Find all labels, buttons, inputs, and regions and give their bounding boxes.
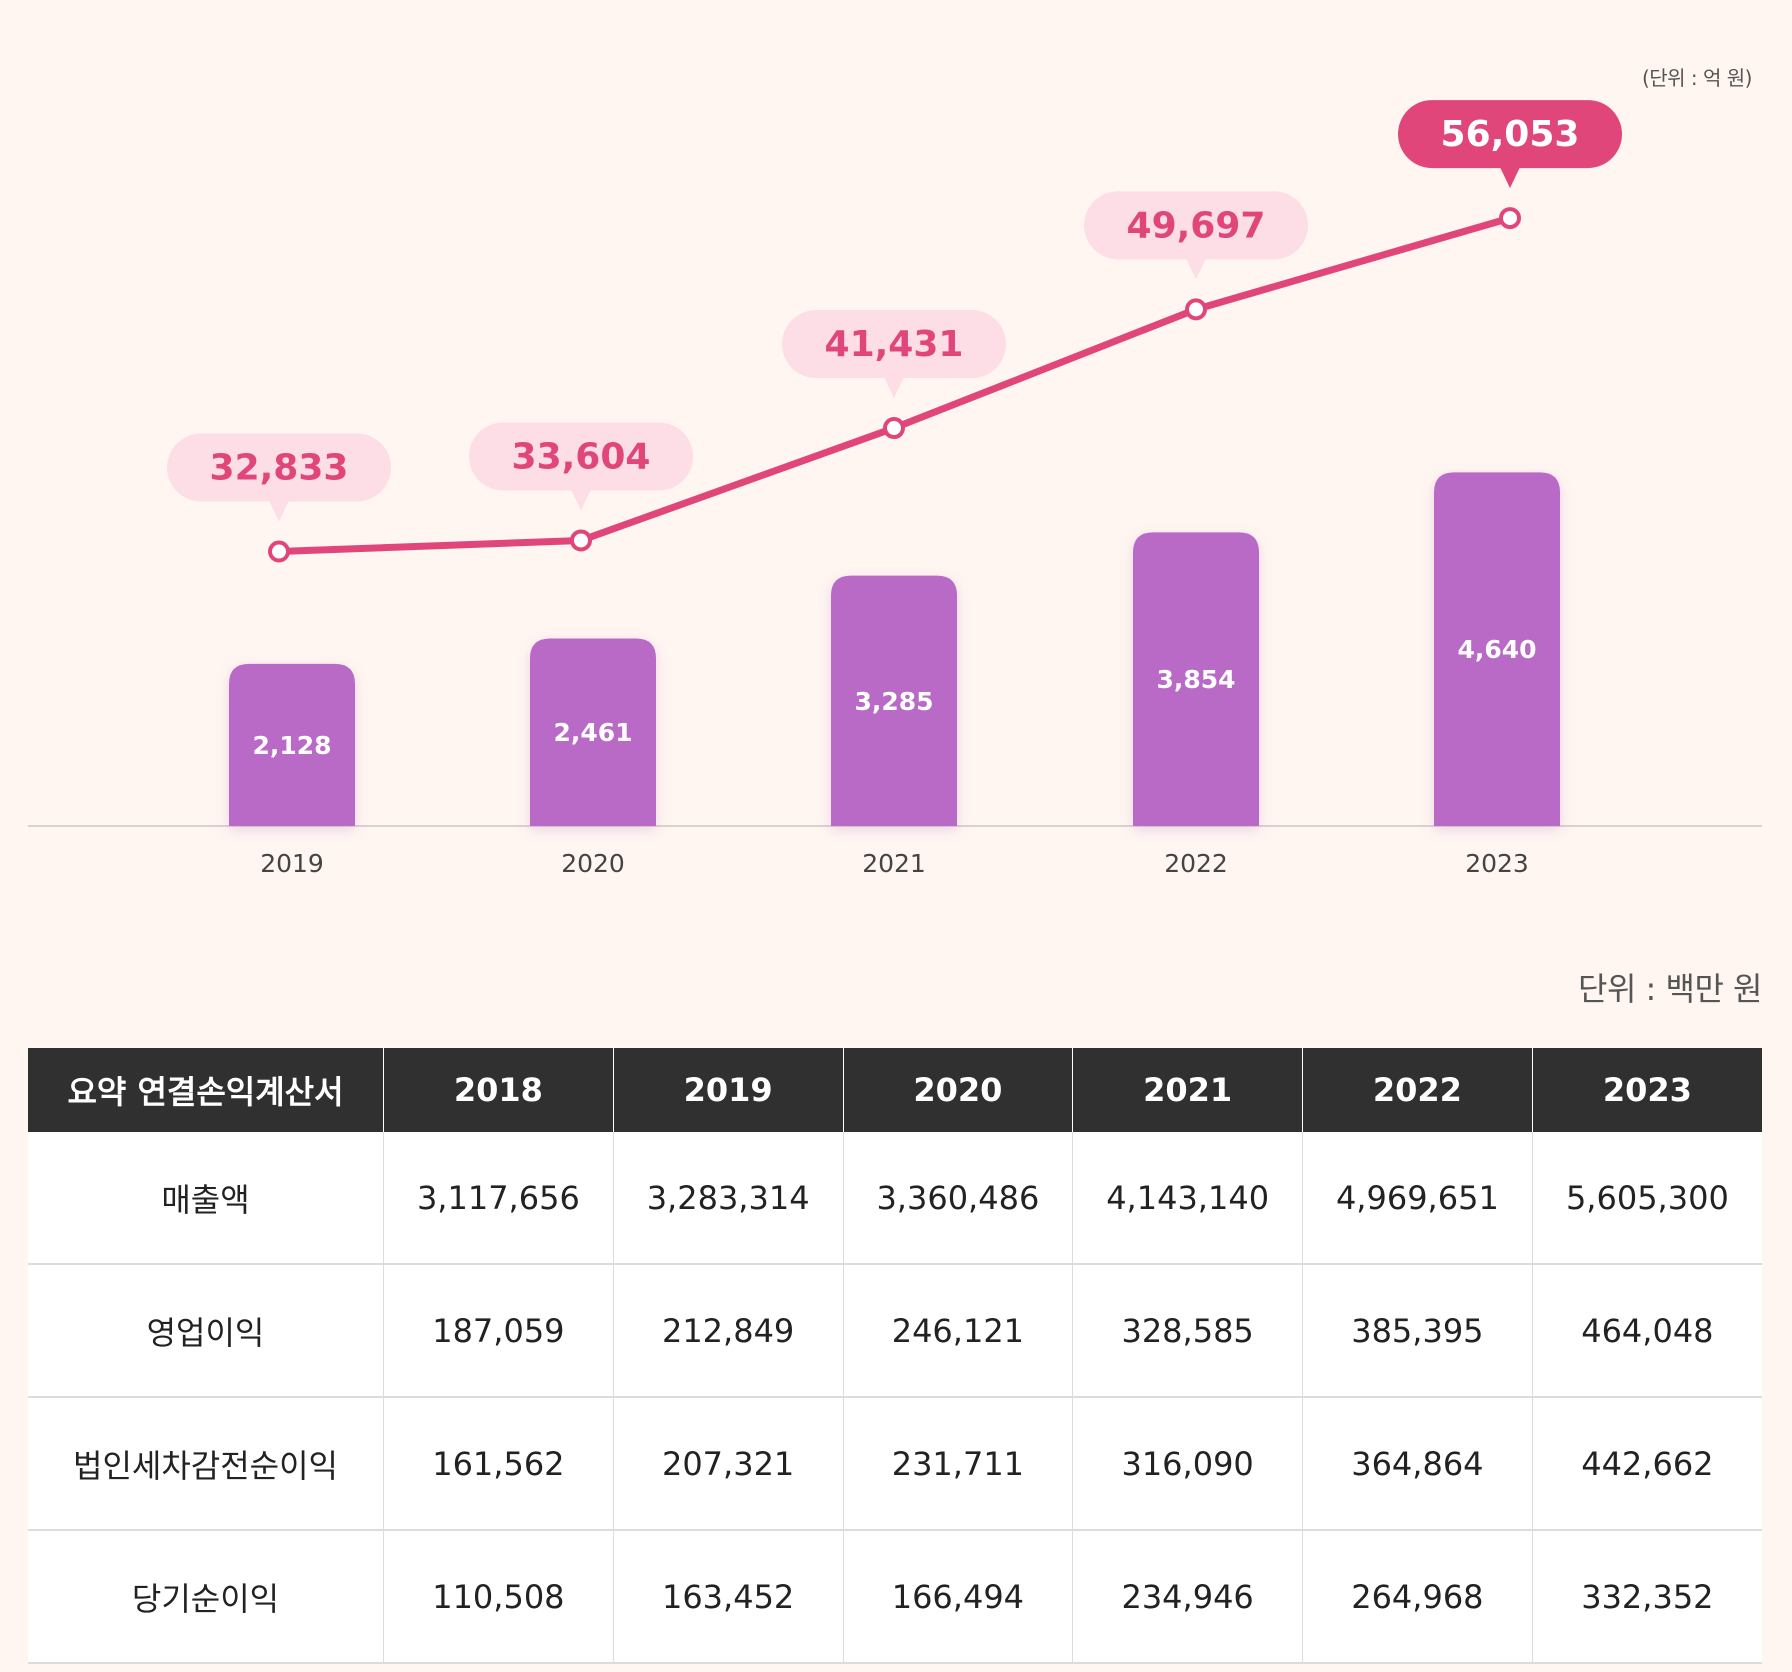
bubble-pointer	[571, 489, 591, 511]
chart-unit-label: (단위 : 억 원)	[1641, 66, 1753, 90]
table-cell: 364,864	[1302, 1397, 1533, 1531]
value-bubble	[1398, 100, 1622, 169]
line-point	[1499, 207, 1521, 230]
table-row: 매출액 3,117,656 3,283,314 3,360,486 4,143,…	[28, 1132, 1762, 1265]
header-cell: 2022	[1302, 1048, 1533, 1132]
header-cell: 요약 연결손익계산서	[28, 1048, 384, 1132]
table-cell: 4,143,140	[1072, 1132, 1303, 1265]
bar	[1133, 532, 1259, 826]
table-cell: 163,452	[613, 1530, 844, 1664]
bar-value-label: 2,461	[553, 718, 632, 747]
bubble-pointer	[269, 500, 289, 522]
line-value-label: 56,053	[1441, 114, 1580, 155]
table-cell: 110,508	[383, 1530, 614, 1664]
header-cell: 2019	[613, 1048, 844, 1132]
line-point	[883, 417, 905, 440]
table-cell: 207,321	[613, 1397, 844, 1531]
table-cell: 332,352	[1532, 1530, 1762, 1664]
table-cell: 385,395	[1302, 1264, 1533, 1398]
row-label: 당기순이익	[28, 1530, 384, 1664]
table-cell: 234,946	[1072, 1530, 1303, 1664]
line-value-label: 32,833	[210, 448, 349, 489]
table-cell: 4,969,651	[1302, 1132, 1533, 1265]
bubble-pointer	[1186, 258, 1206, 280]
header-cell: 2021	[1072, 1048, 1303, 1132]
table-cell: 166,494	[843, 1530, 1074, 1664]
combo-chart: 2,128 2,461 3,285 3,854 4,640 2019 2020 2021 202…	[28, 100, 1762, 878]
table-row: 영업이익 187,059 212,849 246,121 328,585 385…	[28, 1264, 1762, 1398]
x-tick-label: 2021	[862, 849, 926, 878]
table-row: 법인세차감전순이익 161,562 207,321 231,711 316,09…	[28, 1397, 1762, 1531]
x-tick-label: 2022	[1164, 849, 1228, 878]
table-header-row: 요약 연결손익계산서 2018 2019 2020 2021 2022 2023	[28, 1048, 1762, 1132]
value-bubble	[782, 310, 1006, 379]
table-cell: 231,711	[843, 1397, 1074, 1531]
table-cell: 246,121	[843, 1264, 1074, 1398]
table-cell: 264,968	[1302, 1530, 1533, 1664]
table-cell: 328,585	[1072, 1264, 1303, 1398]
table-cell: 442,662	[1532, 1397, 1762, 1531]
line-point	[1185, 298, 1207, 321]
bar-value-label: 4,640	[1457, 635, 1536, 664]
x-tick-label: 2019	[260, 849, 324, 878]
table-cell: 161,562	[383, 1397, 614, 1531]
table-cell: 464,048	[1532, 1264, 1762, 1398]
table-cell: 187,059	[383, 1264, 614, 1398]
header-cell: 2020	[843, 1048, 1074, 1132]
line-value-label: 33,604	[512, 436, 651, 477]
income-statement-table: 요약 연결손익계산서 2018 2019 2020 2021 2022 2023…	[28, 1048, 1762, 1664]
line-value-label: 41,431	[825, 324, 964, 365]
value-bubble	[1084, 191, 1308, 260]
bar-value-label: 3,285	[854, 687, 933, 716]
table-cell: 316,090	[1072, 1397, 1303, 1531]
header-cell: 2023	[1532, 1048, 1762, 1132]
bubble-pointer	[884, 377, 904, 399]
row-label: 법인세차감전순이익	[28, 1397, 384, 1531]
table-cell: 212,849	[613, 1264, 844, 1398]
bar-value-label: 3,854	[1156, 665, 1235, 694]
table-cell: 3,117,656	[383, 1132, 614, 1265]
bar	[1434, 472, 1560, 826]
x-tick-label: 2020	[561, 849, 625, 878]
line-value-label: 49,697	[1127, 205, 1266, 246]
bar-value-label: 2,128	[252, 731, 331, 760]
value-bubble	[167, 433, 391, 502]
row-label: 매출액	[28, 1132, 384, 1265]
bar	[229, 663, 355, 826]
line-point	[570, 529, 592, 552]
table-cell: 3,360,486	[843, 1132, 1074, 1265]
bar	[530, 638, 656, 826]
chart-area: 2,128 2,461 3,285 3,854 4,640 2019 2020 2021 202…	[28, 66, 1762, 878]
value-bubble	[469, 422, 693, 491]
table-cell: 5,605,300	[1532, 1132, 1762, 1265]
table-cell: 3,283,314	[613, 1132, 844, 1265]
bubble-pointer	[1500, 167, 1520, 189]
header-cell: 2018	[383, 1048, 614, 1132]
x-tick-label: 2023	[1465, 849, 1529, 878]
table-row: 당기순이익 110,508 163,452 166,494 234,946 26…	[28, 1530, 1762, 1664]
bar	[831, 575, 957, 826]
line-point	[268, 540, 290, 563]
row-label: 영업이익	[28, 1264, 384, 1398]
table-unit-label: 단위 : 백만 원	[1578, 970, 1763, 1008]
